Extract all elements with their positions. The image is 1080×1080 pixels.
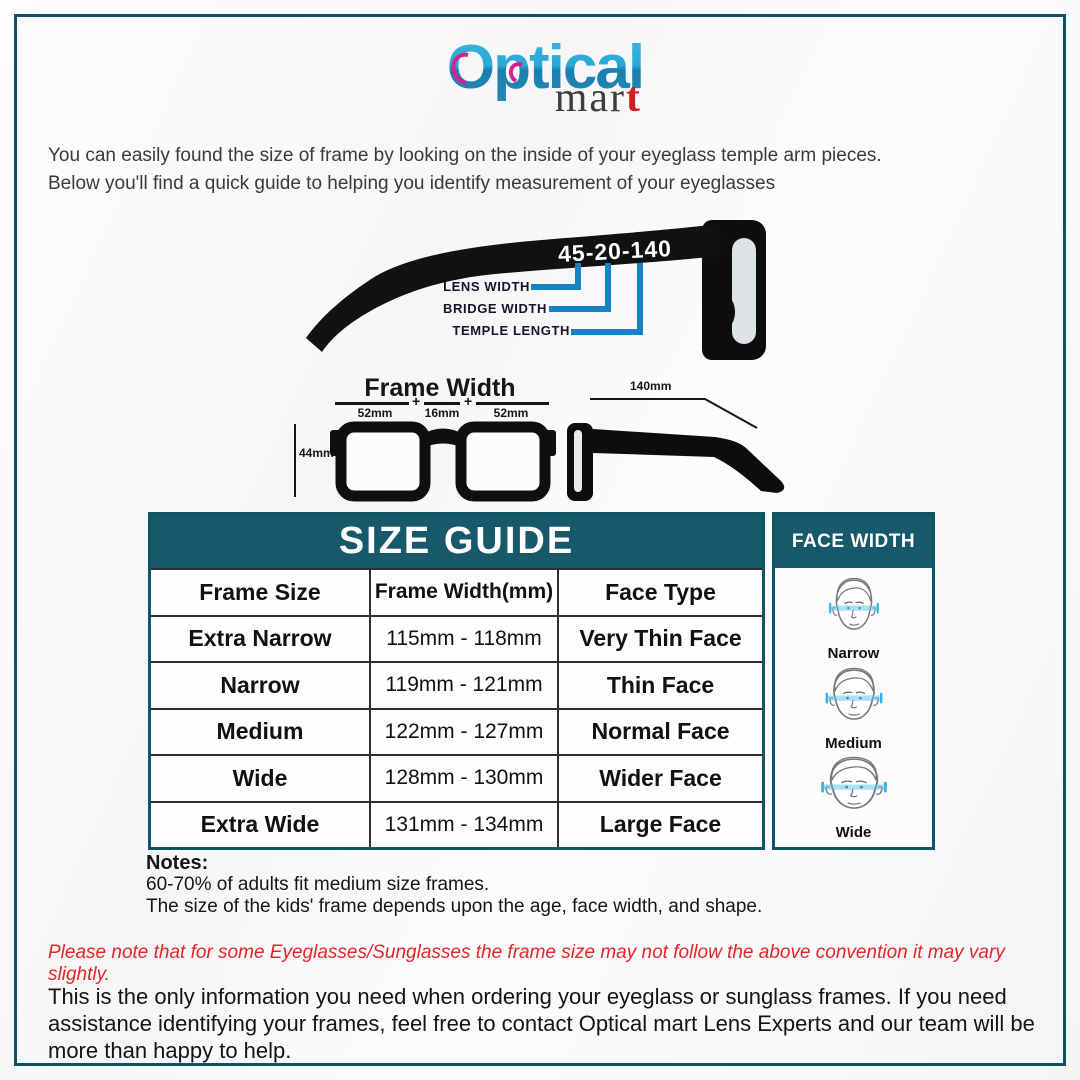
table-cell-frame-size: Wide: [151, 754, 369, 801]
side-temple-arm-shape: [593, 429, 785, 493]
table-cell-frame-width: 128mm - 130mm: [369, 754, 559, 801]
logo-mart-prefix: mar: [554, 75, 626, 121]
bridge-width-label: BRIDGE WIDTH: [443, 301, 547, 316]
measure-line-left: [335, 402, 409, 405]
frame-width-title: Frame Width: [364, 374, 516, 402]
face-width-body: Narrow Medium: [775, 568, 932, 847]
glasses-side-illustration: [567, 398, 785, 501]
lens-b-measure: 52mm: [493, 406, 529, 420]
lens-height-measure: 44mm: [299, 446, 334, 460]
measure-line-right: [476, 402, 549, 405]
table-cell-frame-size: Narrow: [151, 661, 369, 708]
narrow-face-icon: [828, 577, 879, 630]
table-cell-face-type: Normal Face: [559, 707, 762, 755]
size-guide-title: SIZE GUIDE: [151, 515, 762, 568]
temple-length-label: TEMPLE LENGTH: [452, 323, 570, 338]
table-cell-face-type: Thin Face: [559, 661, 762, 708]
table-cell-face-type: Wider Face: [559, 754, 762, 801]
bridge-shape: [423, 428, 463, 448]
measure-line-mid: [424, 402, 460, 405]
notes-line-2: The size of the kids' frame depends upon…: [146, 896, 763, 917]
lens-width-callout-line: [531, 263, 581, 290]
intro-paragraph: You can easily found the size of frame b…: [48, 142, 1038, 198]
face-width-panel: FACE WIDTH Narrow: [772, 512, 935, 850]
face-label-medium: Medium: [825, 734, 882, 752]
intro-line-2: Below you'll find a quick guide to helpi…: [48, 173, 776, 194]
bridge-width-callout-line: [549, 263, 611, 312]
table-cell-frame-width: 119mm - 121mm: [369, 661, 559, 708]
table-cell-frame-size: Extra Narrow: [151, 614, 369, 662]
face-item-narrow: Narrow: [826, 574, 882, 662]
bridge-measure: 16mm: [424, 406, 460, 420]
glasses-front-illustration: [330, 421, 556, 502]
column-header-frame-width: Frame Width(mm): [369, 568, 559, 615]
notes-section: Notes: 60-70% of adults fit medium size …: [146, 852, 1006, 918]
table-cell-frame-size: Extra Wide: [151, 800, 369, 848]
table-cell-face-type: Large Face: [559, 800, 762, 848]
measure-plus-1: +: [412, 393, 421, 409]
face-width-title: FACE WIDTH: [775, 515, 932, 568]
disclaimer-text: Please note that for some Eyeglasses/Sun…: [48, 942, 1005, 985]
logo-mart-suffix: t: [626, 75, 642, 121]
column-header-frame-size: Frame Size: [151, 568, 369, 615]
intro-line-1: You can easily found the size of frame b…: [48, 145, 882, 166]
temple-arm-shape: [306, 224, 721, 352]
size-guide-grid: Frame Size Frame Width(mm) Face Type Ext…: [151, 568, 762, 847]
face-label-narrow: Narrow: [827, 644, 880, 662]
face-item-wide: Wide: [817, 753, 891, 841]
temple-arm-illustration: [306, 220, 766, 360]
column-header-face-type: Face Type: [559, 568, 762, 615]
logo-optical: Optical: [430, 32, 660, 103]
notes-line-1: 60-70% of adults fit medium size frames.: [146, 874, 490, 895]
temple-measure-line: [590, 398, 758, 429]
face-item-medium: Medium: [822, 664, 886, 752]
footer-paragraph: This is the only information you need wh…: [48, 984, 1035, 1063]
frame-lens-shape: [732, 238, 756, 344]
face-label-wide: Wide: [835, 824, 872, 842]
nose-pad-shape: [713, 295, 735, 329]
side-lens-slit-shape: [574, 430, 582, 492]
table-cell-frame-width: 131mm - 134mm: [369, 800, 559, 847]
table-cell-frame-size: Medium: [151, 707, 369, 755]
logo-mart: mart: [470, 74, 642, 122]
lens-height-line: [294, 424, 296, 497]
lens-a-measure: 52mm: [357, 406, 393, 420]
wide-face-icon: [820, 756, 887, 810]
table-cell-face-type: Very Thin Face: [559, 614, 762, 662]
medium-face-icon: [825, 667, 882, 720]
temple-length-measure: 140mm: [630, 379, 672, 393]
notes-heading: Notes:: [146, 852, 209, 874]
size-guide-table: SIZE GUIDE Frame Size Frame Width(mm) Fa…: [148, 512, 765, 850]
table-cell-frame-width: 115mm - 118mm: [369, 614, 559, 661]
right-lens-shape: [455, 421, 551, 502]
table-cell-frame-width: 122mm - 127mm: [369, 707, 559, 754]
temple-length-callout-line: [571, 263, 643, 335]
left-lens-shape: [335, 421, 431, 502]
measure-plus-2: +: [464, 393, 473, 409]
lens-width-label: LENS WIDTH: [443, 279, 530, 294]
